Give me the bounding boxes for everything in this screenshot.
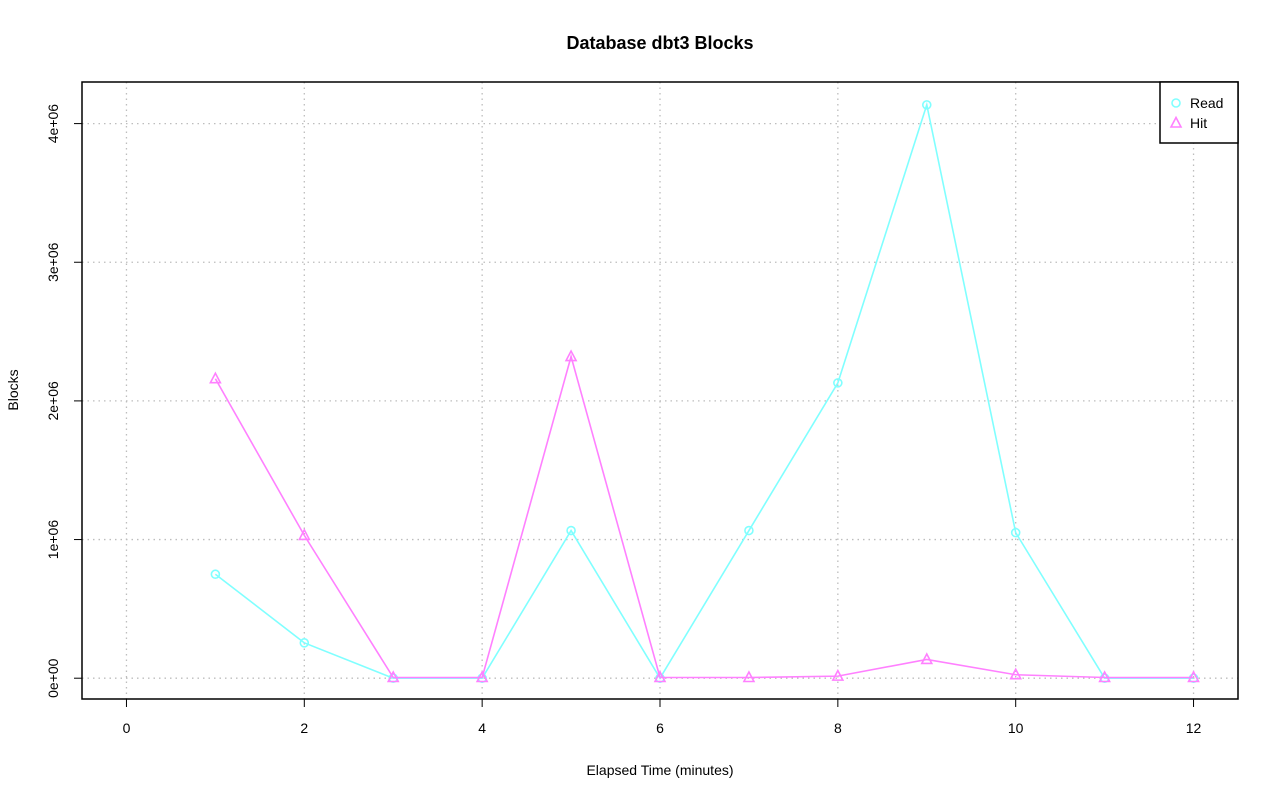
legend-label-hit: Hit	[1190, 115, 1207, 131]
x-tick-label: 2	[300, 720, 308, 736]
legend-items: Read Hit	[1169, 95, 1223, 131]
data-point-hit	[564, 349, 578, 362]
x-tick-label: 10	[1008, 720, 1024, 736]
data-point-read	[210, 569, 221, 580]
data-point-hit	[1187, 670, 1200, 683]
x-tick-label: 6	[656, 720, 664, 736]
data-point-read	[566, 525, 576, 536]
data-point-read	[299, 638, 310, 648]
data-point-hit	[742, 670, 756, 683]
series-read	[210, 100, 1199, 684]
data-point-read	[833, 378, 843, 388]
data-point-hit	[831, 668, 845, 681]
legend-marker-hit	[1169, 115, 1183, 128]
y-tick-label: 2e+06	[45, 381, 61, 421]
y-axis-label: Blocks	[5, 369, 21, 410]
chart-title: Database dbt3 Blocks	[566, 33, 753, 53]
data-point-hit	[653, 670, 667, 683]
y-tick-label: 4e+06	[45, 104, 61, 144]
x-tick-label: 0	[123, 720, 131, 736]
series-line-hit	[214, 353, 1194, 679]
tick-layer: 0 2 4 6 8 10 12 0e+00 1e+06 2e+06 3e+06 4e+06	[45, 104, 1202, 736]
data-point-hit	[209, 371, 222, 384]
series-layer	[209, 100, 1200, 684]
legend-label-read: Read	[1190, 95, 1223, 111]
data-point-hit	[1098, 670, 1111, 683]
data-point-hit	[386, 670, 400, 683]
data-point-read	[1010, 527, 1021, 538]
data-point-read	[921, 100, 932, 110]
x-tick-label: 8	[834, 720, 842, 736]
data-point-hit	[475, 670, 489, 683]
data-point-read	[744, 525, 754, 536]
data-point-hit	[297, 528, 311, 541]
y-tick-label: 0e+00	[45, 658, 61, 698]
grid-layer	[82, 82, 1238, 699]
x-tick-label: 4	[478, 720, 486, 736]
x-tick-label: 12	[1186, 720, 1202, 736]
y-tick-label: 3e+06	[45, 242, 61, 282]
data-point-hit	[920, 652, 934, 665]
y-tick-label: 1e+06	[45, 520, 61, 560]
series-line-read	[214, 101, 1194, 680]
data-point-hit	[1009, 667, 1023, 680]
series-hit	[209, 349, 1200, 683]
x-axis-label: Elapsed Time (minutes)	[586, 762, 733, 778]
legend: Read Hit	[1159, 81, 1239, 144]
legend-box	[1159, 81, 1239, 144]
legend-marker-read	[1171, 98, 1181, 108]
